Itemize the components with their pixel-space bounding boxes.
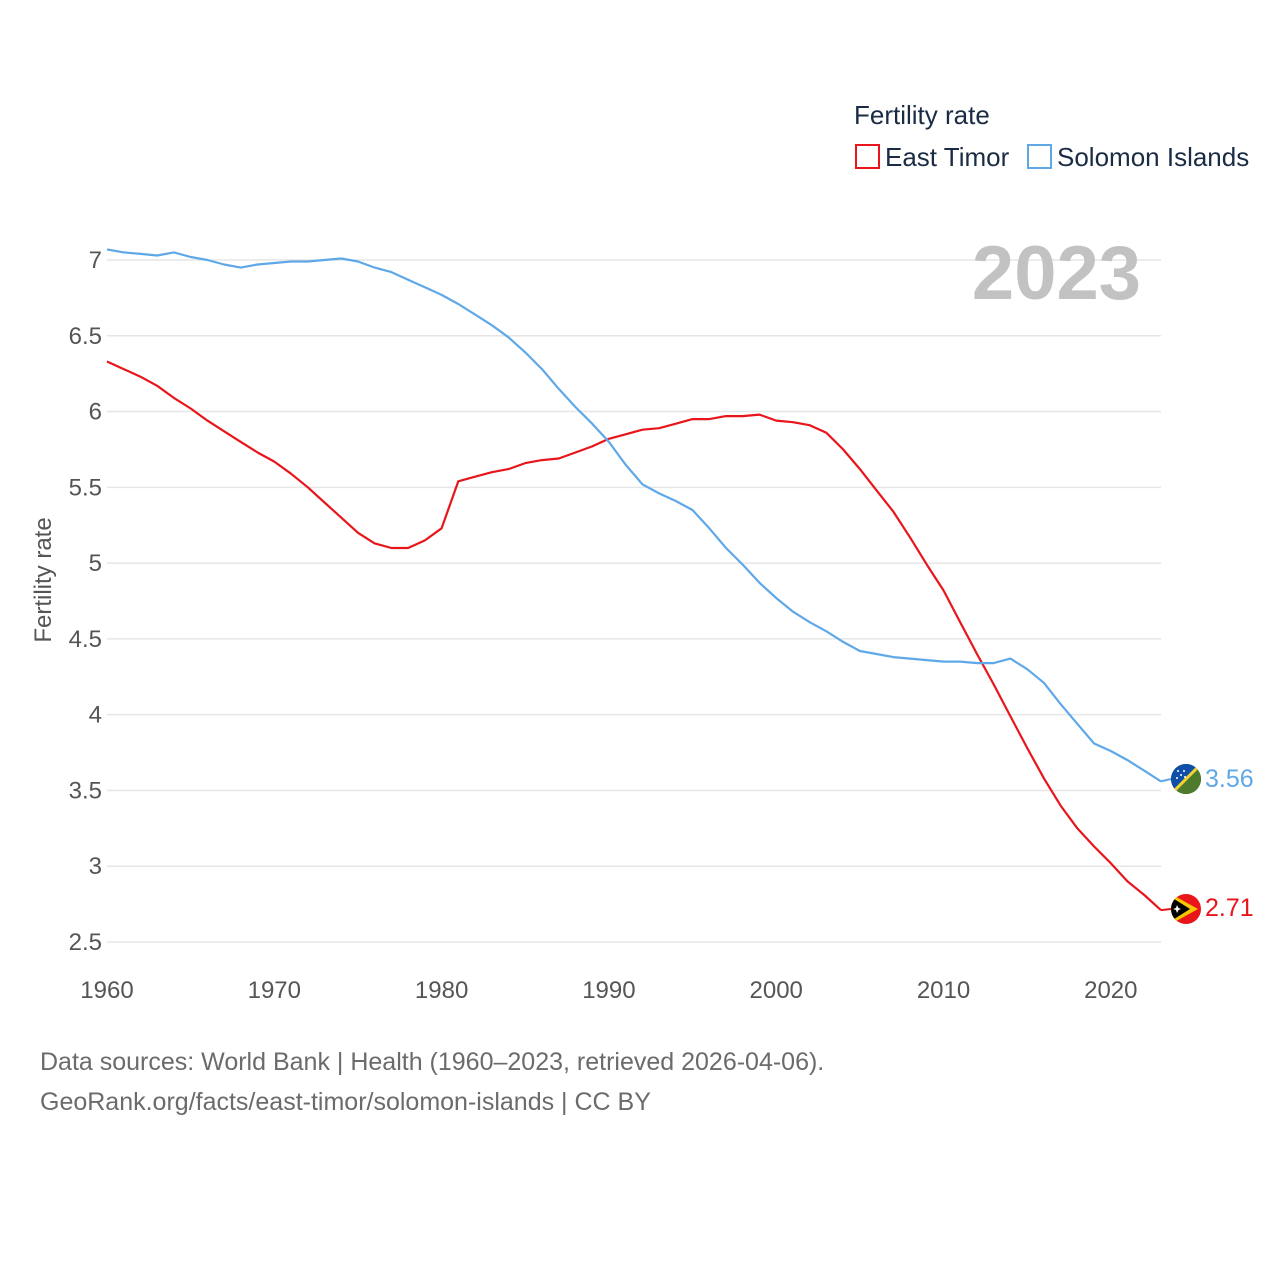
end-label-solomon-islands: 3.56 [1205,765,1254,793]
legend-item-solomon-islands[interactable]: Solomon Islands [1027,142,1249,172]
connector-east-timor [1160,908,1172,912]
legend: Fertility rate East Timor Solomon Island… [854,100,1249,172]
y-axis-title: Fertility rate [30,517,57,642]
attribution-link[interactable]: GeoRank.org/facts/east-timor/solomon-isl… [40,1088,651,1116]
x-tick-label: 1960 [80,977,133,1004]
y-tick-label: 3 [89,853,102,880]
y-tick-label: 4 [89,702,102,729]
grid-lines [107,259,1161,943]
x-tick-label: 2020 [1084,977,1137,1004]
y-tick-label: 5 [89,550,102,577]
solomon-islands-flag-icon [1171,764,1201,794]
x-tick-label: 2000 [750,977,803,1004]
y-axis-ticks: 2.5 3 3.5 4 4.5 5 5.5 6 6.5 7 [69,247,102,956]
x-tick-label: 2010 [917,977,970,1004]
x-tick-label: 1980 [415,977,468,1004]
series-line-solomon-islands [106,248,1162,783]
legend-swatch-solomon-islands [1027,144,1052,169]
legend-swatch-east-timor [855,144,880,169]
year-label: 2023 [972,231,1141,316]
y-tick-label: 7 [89,247,102,274]
data-sources: Data sources: World Bank | Health (1960–… [40,1048,825,1076]
end-marker-east-timor: 2.71 [1171,894,1254,924]
end-label-east-timor: 2.71 [1205,894,1254,922]
legend-label-east-timor: East Timor [885,142,1010,172]
x-tick-label: 1970 [248,977,301,1004]
legend-item-east-timor[interactable]: East Timor [855,142,1010,172]
series-line-east-timor [106,360,1162,912]
y-tick-label: 2.5 [69,929,102,956]
series-lines [106,248,1172,912]
y-tick-label: 5.5 [69,474,102,501]
connector-solomon-islands [1160,778,1172,783]
x-axis-ticks: 1960 1970 1980 1990 2000 2010 2020 [80,977,1137,1004]
y-tick-label: 6.5 [69,323,102,350]
x-tick-label: 1990 [582,977,635,1004]
end-marker-solomon-islands: 3.56 [1171,764,1254,794]
fertility-rate-chart: 2.5 3 3.5 4 4.5 5 5.5 6 6.5 7 1960 1970 1980 1990 200… [30,100,1254,1004]
y-tick-label: 4.5 [69,626,102,653]
y-tick-label: 6 [89,399,102,426]
east-timor-flag-icon [1171,894,1201,924]
y-tick-label: 3.5 [69,777,102,804]
legend-title: Fertility rate [854,100,990,130]
footer: Data sources: World Bank | Health (1960–… [40,1042,824,1122]
legend-label-solomon-islands: Solomon Islands [1057,142,1249,172]
